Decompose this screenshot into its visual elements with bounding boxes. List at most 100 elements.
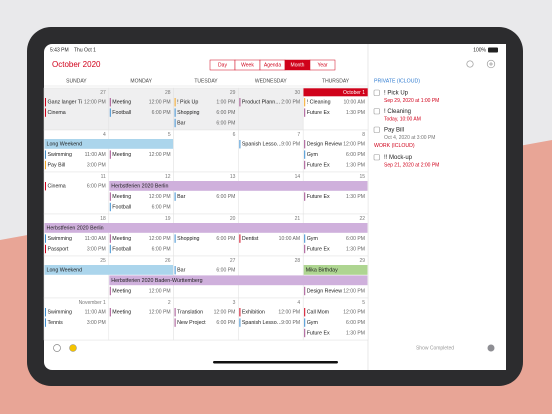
event-title[interactable]: Meeting bbox=[112, 236, 131, 242]
event-title[interactable]: Future Ex bbox=[307, 162, 330, 168]
reminder-title[interactable]: ! Cleaning bbox=[384, 109, 411, 115]
event-title[interactable]: Swimming bbox=[48, 236, 72, 242]
day-cell[interactable] bbox=[173, 171, 239, 215]
event-title[interactable]: Swimming bbox=[48, 310, 72, 316]
event-title[interactable]: Meeting bbox=[112, 310, 131, 316]
day-cell[interactable] bbox=[173, 297, 239, 341]
view-label[interactable]: Day bbox=[218, 63, 227, 69]
search-icon[interactable] bbox=[466, 60, 474, 68]
view-label[interactable]: Month bbox=[291, 63, 305, 69]
reminder-title[interactable]: Pay Bill bbox=[384, 128, 404, 134]
show-completed[interactable]: Show Completed bbox=[416, 345, 454, 351]
event-title[interactable]: Passport bbox=[48, 246, 69, 252]
event-title[interactable]: Bar bbox=[177, 120, 185, 126]
event-title[interactable]: Product Plann… bbox=[242, 100, 281, 106]
event-title[interactable]: Bar bbox=[177, 194, 185, 200]
event-title[interactable]: Swimming bbox=[48, 152, 72, 158]
event-title[interactable]: Meeting bbox=[112, 152, 131, 158]
event-title[interactable]: Meeting bbox=[112, 194, 131, 200]
banner-title[interactable]: Herbstferien 2020 Berlin bbox=[111, 184, 168, 190]
event-title[interactable]: New Project bbox=[177, 320, 206, 326]
day-cell[interactable] bbox=[43, 171, 110, 215]
banner[interactable] bbox=[109, 181, 368, 191]
event-title[interactable]: Future Ex bbox=[307, 246, 330, 252]
event-title[interactable]: ! Pick Up bbox=[177, 100, 198, 106]
day-cell[interactable] bbox=[108, 87, 174, 131]
event-title[interactable]: ! Cleaning bbox=[307, 100, 331, 106]
day-cell[interactable] bbox=[43, 87, 110, 131]
day-cell[interactable] bbox=[302, 213, 369, 257]
day-cell[interactable] bbox=[108, 297, 174, 341]
event-title[interactable]: Football bbox=[112, 110, 131, 116]
day-cell[interactable] bbox=[238, 129, 304, 173]
day-cell[interactable] bbox=[302, 297, 369, 341]
banner[interactable] bbox=[44, 139, 174, 149]
event-title[interactable]: Pay Bill bbox=[48, 162, 66, 168]
event-time: 11:00 AM bbox=[85, 236, 106, 242]
day-cell[interactable] bbox=[108, 171, 174, 215]
checkbox[interactable] bbox=[373, 89, 380, 96]
day-cell[interactable] bbox=[238, 87, 304, 131]
status-time: 5:43 PM bbox=[50, 47, 69, 53]
event-title[interactable]: Exhibition bbox=[242, 310, 265, 316]
add-button[interactable] bbox=[486, 59, 496, 69]
day-cell[interactable] bbox=[173, 213, 239, 257]
event-title[interactable]: Bar bbox=[177, 268, 185, 274]
view-label[interactable]: Year bbox=[317, 63, 327, 69]
day-cell[interactable] bbox=[173, 129, 239, 173]
event-title[interactable]: Future Ex bbox=[307, 194, 330, 200]
checkbox[interactable] bbox=[373, 126, 380, 133]
banner-title[interactable]: Herbstferien 2020 Baden-Württemberg bbox=[111, 278, 202, 284]
banner-title[interactable]: Mika Birthday bbox=[306, 268, 338, 274]
event-title[interactable]: Tennis bbox=[48, 320, 64, 326]
event-title[interactable]: Cinema bbox=[48, 184, 66, 190]
event-title[interactable]: Dentist bbox=[242, 236, 259, 242]
event-title[interactable]: Call Mom bbox=[307, 310, 330, 316]
checkbox[interactable] bbox=[373, 108, 380, 115]
day-cell[interactable] bbox=[302, 129, 369, 173]
day-cell[interactable] bbox=[238, 297, 304, 341]
event-title[interactable]: Shopping bbox=[177, 110, 199, 116]
event-title[interactable]: Translation bbox=[177, 310, 203, 316]
event-title[interactable]: Cinema bbox=[48, 110, 66, 116]
event-title[interactable]: Meeting bbox=[112, 100, 131, 106]
event-title[interactable]: Meeting bbox=[112, 288, 131, 294]
event-title[interactable]: Future Ex bbox=[307, 110, 330, 116]
toolbar-button[interactable] bbox=[53, 344, 61, 352]
view-segment[interactable] bbox=[309, 59, 336, 71]
checkbox[interactable] bbox=[373, 154, 380, 161]
day-cell[interactable] bbox=[43, 255, 110, 299]
day-cell[interactable] bbox=[302, 171, 369, 215]
event-title[interactable]: Football bbox=[112, 204, 131, 210]
banner-title[interactable]: Herbstferien 2020 Berlin bbox=[47, 226, 104, 232]
completed-toggle[interactable] bbox=[487, 344, 495, 352]
banner[interactable] bbox=[44, 265, 174, 275]
banner-title[interactable]: Long Weekend bbox=[47, 142, 83, 148]
banner[interactable] bbox=[44, 223, 368, 233]
banner-title[interactable]: Long Weekend bbox=[47, 268, 83, 274]
event-title[interactable]: Spanish Lesso… bbox=[242, 320, 282, 326]
day-cell[interactable] bbox=[108, 129, 174, 173]
toolbar-button[interactable] bbox=[69, 344, 77, 352]
event-title[interactable]: Ganz langer Ti bbox=[48, 100, 82, 106]
reminder-title[interactable]: !! Mock-up bbox=[384, 155, 413, 161]
event-title[interactable]: Gym bbox=[307, 320, 319, 326]
event-title[interactable]: Gym bbox=[307, 236, 319, 242]
reminder-title[interactable]: ! Pick Up bbox=[384, 91, 409, 97]
day-cell[interactable] bbox=[238, 171, 304, 215]
event-title[interactable]: Gym bbox=[307, 152, 319, 158]
event-title[interactable]: Future Ex bbox=[307, 330, 330, 336]
event-title[interactable]: Football bbox=[112, 246, 131, 252]
event-title[interactable]: Design Review bbox=[307, 142, 343, 148]
view-label[interactable]: Week bbox=[241, 63, 254, 69]
day-cell[interactable] bbox=[238, 213, 304, 257]
event-title[interactable]: Spanish Lesso… bbox=[242, 142, 282, 148]
view-label[interactable]: Agenda bbox=[264, 63, 281, 69]
day-cell[interactable] bbox=[43, 213, 110, 257]
banner[interactable] bbox=[109, 275, 368, 286]
day-number: 28 bbox=[165, 90, 171, 96]
event-title[interactable]: Shopping bbox=[177, 236, 199, 242]
banner[interactable] bbox=[303, 265, 368, 275]
event-title[interactable]: Design Review bbox=[307, 288, 343, 294]
day-cell[interactable] bbox=[108, 213, 174, 257]
